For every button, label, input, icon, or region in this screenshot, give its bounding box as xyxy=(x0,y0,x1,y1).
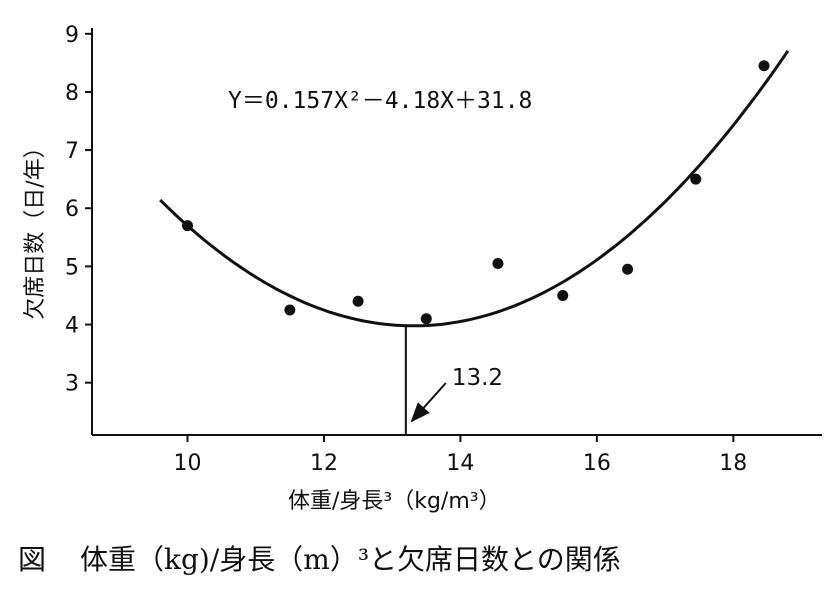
data-point xyxy=(420,313,432,325)
data-point xyxy=(690,173,702,185)
annotation-label: 13.2 xyxy=(452,365,503,391)
data-point xyxy=(758,60,770,72)
data-point xyxy=(622,263,634,275)
data-points xyxy=(182,60,770,325)
data-point xyxy=(492,257,504,269)
x-tick-label: 16 xyxy=(583,451,611,476)
y-tick-label: 9 xyxy=(65,23,79,48)
tick-labels: 3 4 5 6 7 8 9 10 12 14 16 18 xyxy=(65,23,747,476)
fit-curve-line xyxy=(159,50,790,328)
data-point xyxy=(352,295,364,307)
y-tick-label: 7 xyxy=(65,139,79,164)
figure-label: 図 xyxy=(18,543,47,576)
axes xyxy=(91,28,822,436)
y-tick-label: 3 xyxy=(65,372,79,397)
fit-equation: Y＝0.157X²－4.18X＋31.8 xyxy=(228,88,532,114)
x-tick-label: 10 xyxy=(174,451,202,476)
x-axis-title: 体重/身長³（kg/m³） xyxy=(288,489,501,514)
figure-caption: 図体重（kg)/身長（m）³と欠席日数との関係 xyxy=(18,538,621,578)
x-tick-label: 14 xyxy=(446,451,474,476)
annotation-arrow xyxy=(410,382,447,423)
caption-text: 体重（kg)/身長（m）³と欠席日数との関係 xyxy=(80,543,621,576)
fit-curve xyxy=(159,50,790,328)
x-tick-label: 18 xyxy=(719,451,747,476)
data-point xyxy=(557,289,569,301)
y-axis-title: 欠席日数（日/年） xyxy=(23,136,48,319)
data-point xyxy=(182,220,194,232)
y-tick-label: 8 xyxy=(65,81,79,106)
y-tick-label: 4 xyxy=(65,314,79,339)
y-tick-label: 5 xyxy=(65,255,79,280)
data-point xyxy=(284,304,296,316)
y-tick-label: 6 xyxy=(65,197,79,222)
minimum-annotation: 13.2 xyxy=(404,325,503,435)
x-tick-label: 12 xyxy=(310,451,338,476)
